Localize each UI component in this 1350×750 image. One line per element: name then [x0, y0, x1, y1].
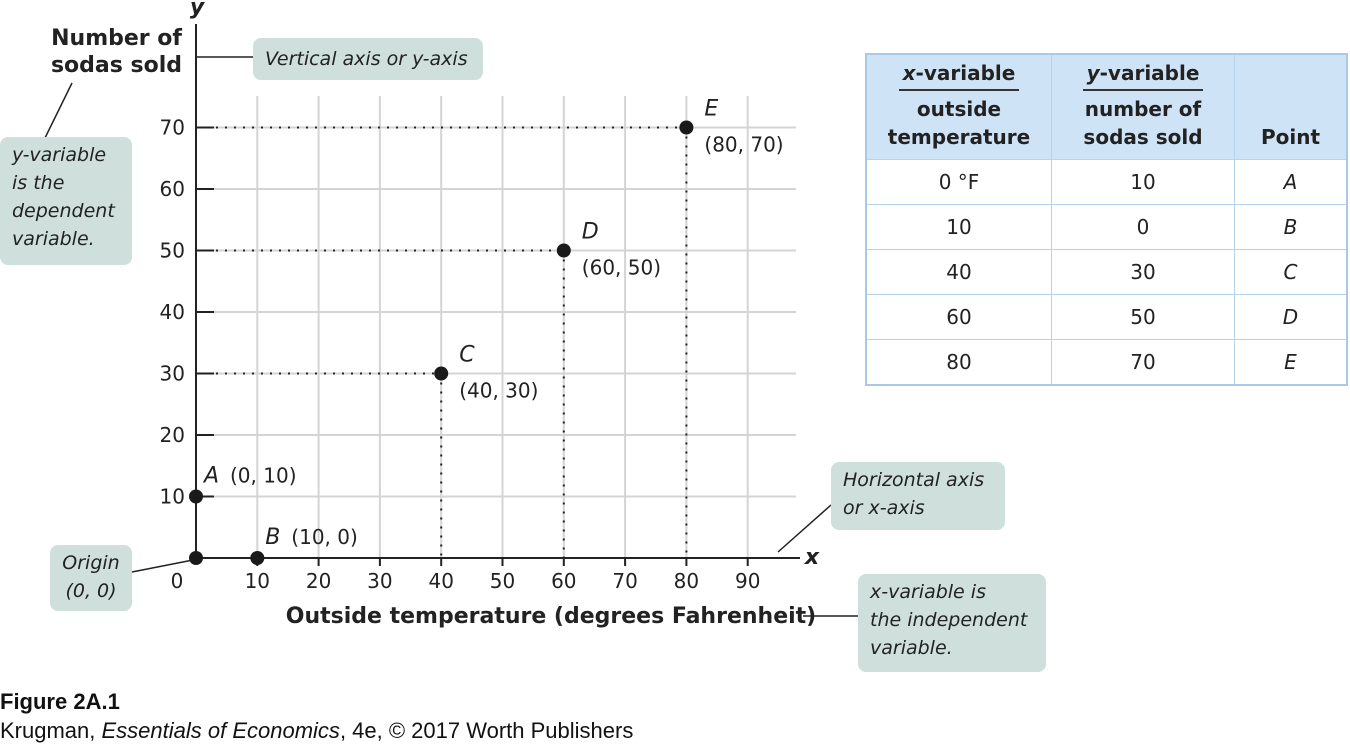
- y-variable-desc: number of: [1084, 97, 1202, 121]
- table-cell-y: 30: [1051, 249, 1235, 295]
- table-cell-point: E: [1234, 339, 1348, 386]
- point-label-b: B: [265, 525, 280, 550]
- x-variable-callout-line: variable.: [870, 637, 953, 659]
- table-header-x: x-variable outside temperature: [865, 53, 1052, 160]
- y-tick-label: 20: [160, 423, 185, 447]
- x-tick-label: 60: [551, 569, 576, 593]
- table-cell-point: A: [1234, 159, 1348, 205]
- table-cell-x: 80: [865, 339, 1052, 386]
- data-point-a: [189, 489, 203, 504]
- vertical-axis-callout-text: Vertical axis or y-axis: [265, 48, 468, 70]
- table-cell-y: 70: [1051, 339, 1235, 386]
- figure-caption: Figure 2A.1 Krugman, Essentials of Econo…: [0, 688, 633, 746]
- y-tick-label: 40: [160, 300, 185, 324]
- table-row: 10 0 B: [865, 204, 1348, 250]
- y-variable-callout-line: variable.: [12, 228, 95, 250]
- x-variable-header: x-variable: [898, 59, 1020, 91]
- y-variable-desc: sodas sold: [1083, 125, 1203, 149]
- table-row: 60 50 D: [865, 294, 1348, 340]
- y-tick-label: 60: [160, 177, 185, 201]
- horizontal-axis-leader: [777, 504, 832, 553]
- figure-label: Figure 2A.1: [0, 689, 120, 714]
- table-row: 80 70 E: [865, 339, 1348, 386]
- data-point-b: [250, 551, 265, 565]
- y-tick-label: 10: [160, 485, 185, 509]
- data-point-d: [556, 243, 571, 258]
- origin-point: [189, 551, 203, 565]
- table-row: 40 30 C: [865, 249, 1348, 295]
- x-variable-callout-line: the independent: [870, 609, 1028, 631]
- table-cell-x: 40: [865, 249, 1052, 295]
- origin-callout: Origin (0, 0): [50, 545, 132, 611]
- y-tick-label: 30: [160, 362, 185, 386]
- y-variable-leader: [44, 82, 73, 139]
- table-cell-x: 60: [865, 294, 1052, 340]
- origin-callout-line: Origin: [62, 552, 120, 574]
- x-variable-desc: outside: [916, 97, 1002, 121]
- y-axis-title: sodas sold: [51, 53, 182, 78]
- x-tick-label: 50: [490, 569, 515, 593]
- point-label-a: A: [202, 464, 219, 489]
- table-header-row: x-variable outside temperature y-variabl…: [865, 53, 1348, 160]
- table-cell-x: 10: [865, 204, 1052, 250]
- y-axis-title: Number of: [51, 26, 182, 51]
- y-variable-callout-line: dependent: [12, 200, 115, 222]
- y-axis-letter: y: [190, 0, 206, 20]
- x-tick-label: 30: [367, 569, 392, 593]
- x-tick-label: 90: [735, 569, 760, 593]
- y-tick-label: 70: [160, 116, 185, 140]
- y-variable-callout-line: y-variable: [12, 144, 107, 166]
- horizontal-axis-callout: Horizontal axis or x-axis: [831, 462, 1005, 530]
- x-tick-label: 40: [428, 569, 453, 593]
- table-cell-y: 10: [1051, 159, 1235, 205]
- data-table: x-variable outside temperature y-variabl…: [865, 53, 1348, 386]
- point-coord-a: (0, 10): [230, 464, 297, 488]
- table-cell-point: B: [1234, 204, 1348, 250]
- point-coord-b: (10, 0): [291, 525, 358, 549]
- y-tick-label: 50: [160, 239, 185, 263]
- table-cell-x: 0 °F: [865, 159, 1052, 205]
- point-label-e: E: [704, 97, 718, 122]
- table-header-y: y-variable number of sodas sold: [1051, 53, 1235, 160]
- x-variable-callout-line: x-variable is: [870, 581, 986, 603]
- figure-credit: Krugman, Essentials of Economics, 4e, © …: [0, 718, 634, 743]
- y-variable-callout-line: is the: [12, 172, 65, 194]
- table-header-point: Point: [1234, 53, 1348, 160]
- table-cell-point: C: [1234, 249, 1348, 295]
- x-tick-label: 20: [306, 569, 331, 593]
- table-cell-y: 50: [1051, 294, 1235, 340]
- x-tick-label: 10: [245, 569, 270, 593]
- table-row: 0 °F 10 A: [865, 159, 1348, 205]
- point-label-c: C: [459, 343, 475, 368]
- x-variable-callout: x-variable is the independent variable.: [858, 574, 1046, 672]
- point-label-d: D: [582, 220, 599, 245]
- y-variable-callout: y-variable is the dependent variable.: [0, 137, 132, 265]
- table-cell-y: 0: [1051, 204, 1235, 250]
- x-axis-title: Outside temperature (degrees Fahrenheit): [286, 604, 816, 629]
- vertical-axis-callout: Vertical axis or y-axis: [253, 38, 483, 80]
- table-cell-point: D: [1234, 294, 1348, 340]
- x-tick-label: 0: [171, 569, 184, 593]
- x-axis-letter: x: [804, 545, 820, 570]
- origin-callout-line: (0, 0): [65, 580, 117, 602]
- x-tick-label: 80: [674, 569, 699, 593]
- y-variable-header: y-variable: [1082, 59, 1204, 91]
- point-coord-d: (60, 50): [582, 256, 661, 280]
- scatter-chart: 0 10 20 30 40 50 60 70 80 90 10 20 30 40 50 60 70 y x Numbe…: [44, 0, 858, 629]
- horizontal-axis-callout-line: or x-axis: [843, 497, 925, 519]
- horizontal-axis-callout-line: Horizontal axis: [843, 469, 985, 491]
- data-point-e: [679, 120, 694, 135]
- point-coord-e: (80, 70): [704, 133, 783, 157]
- data-point-c: [434, 366, 449, 381]
- origin-leader: [131, 559, 194, 573]
- x-tick-label: 70: [612, 569, 637, 593]
- point-coord-c: (40, 30): [459, 379, 538, 403]
- x-variable-desc: temperature: [887, 125, 1031, 149]
